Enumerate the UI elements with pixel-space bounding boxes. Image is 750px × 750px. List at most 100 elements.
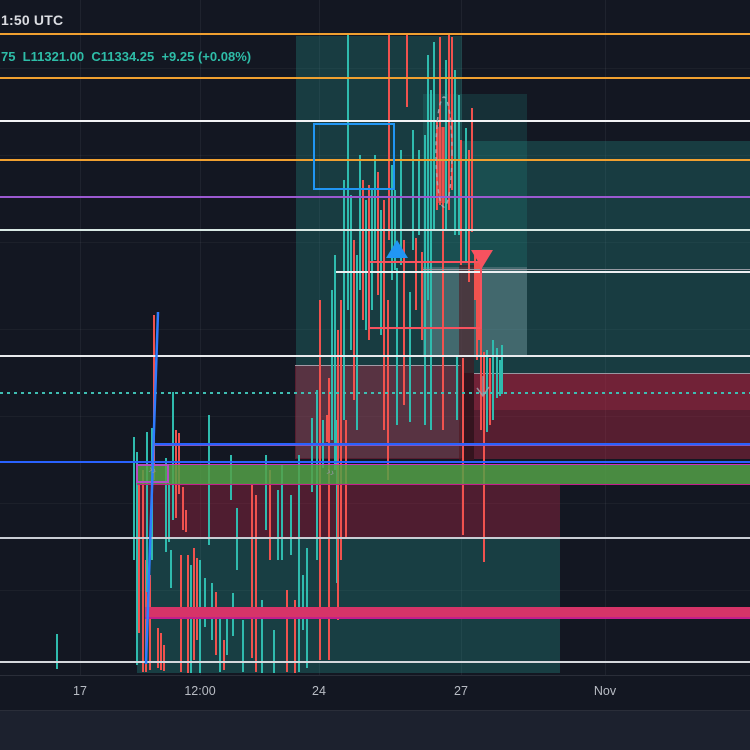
zone-teal-bottom[interactable] (137, 538, 560, 673)
candle-wick (138, 485, 140, 633)
horizontal-gridline (0, 416, 750, 417)
price-lines-layer (0, 33, 750, 663)
purple-level[interactable] (0, 196, 750, 198)
zone-red-bottom[interactable] (137, 483, 560, 538)
candle-wick (396, 268, 398, 425)
candle-wick (427, 55, 429, 300)
blue-level-2[interactable] (0, 461, 750, 463)
candle-wick (340, 300, 342, 560)
candle-wick (190, 565, 192, 673)
green-band[interactable] (137, 464, 750, 485)
candle-wick (480, 262, 482, 430)
candle-wick (343, 180, 345, 420)
candle-wick (294, 600, 296, 673)
candle-wick (356, 255, 358, 430)
candle-wick (492, 340, 494, 420)
vertical-gridline (200, 0, 201, 675)
orange-level-2[interactable] (0, 77, 750, 79)
blue-level-1[interactable] (155, 443, 750, 445)
candle-wick (255, 495, 257, 672)
ohlc-legend[interactable]: 75 L11321.00 C11334.25 +9.25 (+0.08%) (1, 49, 252, 64)
candle-wick (462, 358, 464, 535)
white-level-5[interactable] (0, 537, 750, 539)
candle-wick (251, 485, 253, 658)
time-axis-label[interactable]: 24 (312, 684, 326, 698)
candle-wick (182, 487, 184, 530)
candle-wick (142, 470, 144, 672)
candle-wick (261, 600, 263, 673)
white-level-4[interactable] (0, 355, 750, 357)
candle-wick (371, 190, 373, 310)
candle-wick (460, 140, 462, 265)
candle-wick (163, 645, 165, 671)
magenta-level[interactable] (145, 617, 750, 619)
gray-level[interactable] (423, 269, 750, 270)
candle-wick (468, 150, 470, 282)
candle-wick (377, 172, 379, 295)
candle-wick (430, 90, 432, 430)
candle-wick (242, 620, 244, 672)
candle-wick (298, 455, 300, 672)
white-level-1[interactable] (0, 120, 750, 122)
candle-wick (483, 352, 485, 562)
candle-wick (454, 70, 456, 235)
candle-wick (223, 640, 225, 670)
chart-canvas[interactable]: ›› ›› (0, 0, 750, 675)
dotted-price-line[interactable] (0, 392, 750, 394)
candle-wick (433, 42, 435, 230)
candle-wick (281, 465, 283, 560)
candle-wick (458, 95, 460, 235)
white-level-2[interactable] (0, 229, 750, 231)
candle-wick (409, 292, 411, 422)
horizontal-gridline (0, 329, 750, 330)
candle-wick (391, 165, 393, 280)
bottom-panel (0, 710, 750, 750)
candle-wick (215, 592, 217, 655)
pink-band[interactable] (145, 607, 750, 617)
candle-wick (226, 614, 228, 655)
horizontal-gridline (0, 590, 750, 591)
candle-wick (136, 452, 138, 665)
candle-wick (374, 155, 376, 260)
candle-wick (265, 455, 267, 530)
candle-wick (326, 415, 328, 442)
candle-wick (387, 300, 389, 480)
candle-wick (236, 508, 238, 570)
candle-wick (286, 590, 288, 672)
time-axis-label[interactable]: 17 (73, 684, 87, 698)
candle-wick (133, 437, 135, 560)
candle-wick (501, 345, 503, 394)
candle-wick (418, 150, 420, 235)
orange-level-1[interactable] (0, 33, 750, 35)
candle-wick (365, 200, 367, 330)
candle-wick (273, 630, 275, 673)
time-axis-label[interactable]: Nov (593, 684, 617, 698)
candle-wick (334, 255, 336, 470)
candle-wick (400, 150, 402, 265)
zone-teal-right[interactable] (462, 141, 750, 373)
candle-wick (353, 240, 355, 400)
candle-wick (204, 578, 206, 627)
candle-wick (302, 575, 304, 630)
candle-wick (499, 360, 501, 396)
candle-wick (160, 633, 162, 670)
orange-level-3[interactable] (0, 159, 750, 161)
candle-wick (219, 618, 221, 672)
candle-wick (496, 348, 498, 398)
candle-wick (290, 495, 292, 555)
candle-wick (465, 128, 467, 262)
horizontal-gridline (0, 503, 750, 504)
time-axis-label[interactable]: 27 (454, 684, 468, 698)
indigo-level[interactable] (155, 445, 750, 446)
vertical-gridline (80, 0, 81, 675)
candle-wick (362, 180, 364, 320)
vertical-gridline (605, 0, 606, 675)
time-axis-label[interactable]: 12:00 (184, 684, 216, 698)
timestamp-label: 1:50 UTC (1, 12, 64, 28)
time-axis[interactable]: 17 12:00 24 27 Nov (0, 675, 750, 711)
candle-wick (331, 290, 333, 440)
horizontal-gridline (0, 68, 750, 69)
candle-wick (170, 550, 172, 588)
white-level-6[interactable] (0, 661, 750, 663)
white-level-3[interactable] (336, 271, 750, 273)
